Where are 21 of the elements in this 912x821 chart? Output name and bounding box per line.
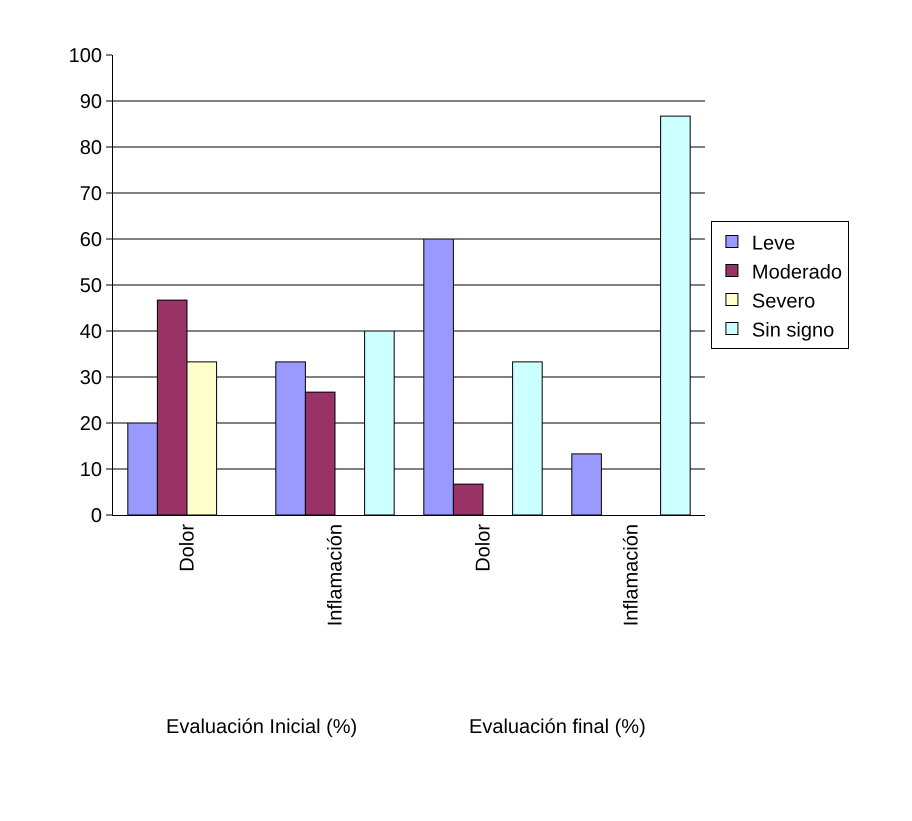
x-tick-label: Inflamación: [620, 524, 642, 626]
legend-label: Severo: [752, 290, 816, 312]
y-tick-label: 70: [80, 183, 102, 205]
y-tick-label: 50: [80, 275, 102, 297]
x-tick-label: Dolor: [472, 524, 494, 572]
y-tick-label: 20: [80, 413, 102, 435]
x-tick-label: Dolor: [176, 524, 198, 572]
legend-label: Sin signo: [752, 319, 834, 342]
y-tick-label: 80: [80, 137, 102, 159]
y-tick-label: 10: [80, 459, 102, 481]
y-tick-label: 40: [80, 321, 102, 343]
y-tick-label: 60: [80, 229, 102, 251]
y-tick-label: 0: [90, 505, 102, 527]
x-tick-label: Inflamación: [324, 524, 346, 626]
y-tick-label: 90: [80, 91, 102, 113]
legend-label: Leve: [752, 232, 796, 254]
legend-label: Moderado: [752, 261, 842, 284]
y-tick-label: 100: [68, 45, 102, 67]
y-tick-label: 30: [80, 367, 102, 389]
text: Evaluación Inicial (%): [166, 716, 358, 738]
text: Evaluación final (%): [469, 716, 646, 738]
